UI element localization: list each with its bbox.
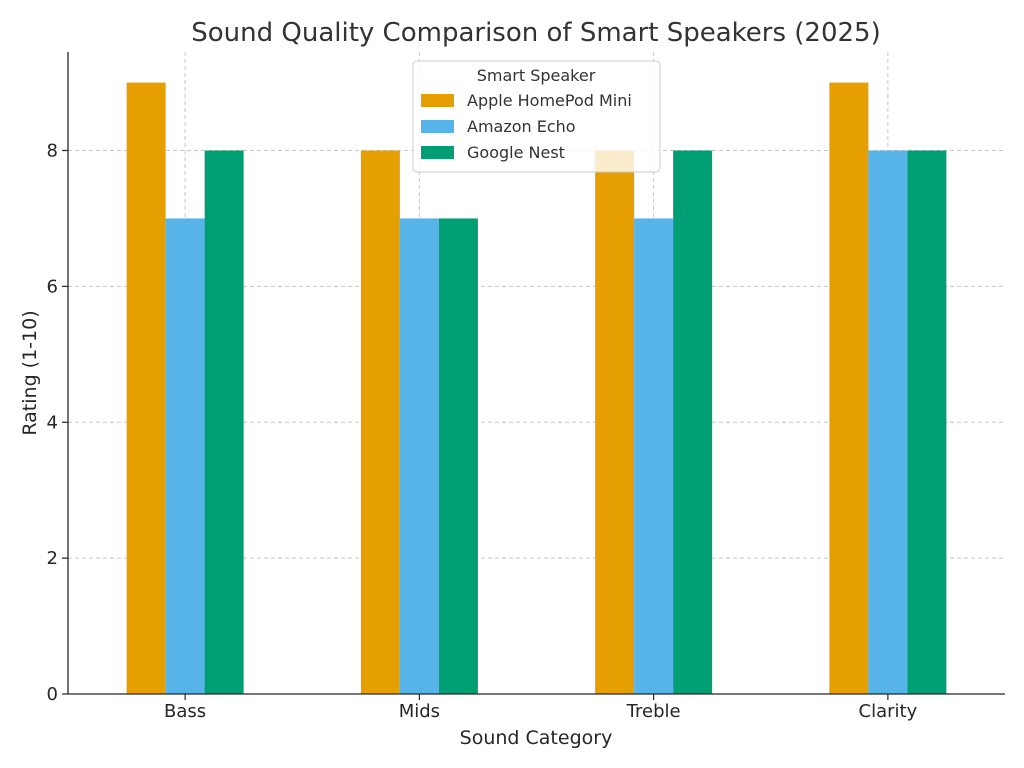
legend-label: Apple HomePod Mini [467, 91, 632, 110]
x-tick-label: Clarity [859, 701, 918, 722]
bar-apple-homepod-mini-mids [360, 150, 400, 694]
bar-google-nest-treble [673, 150, 713, 694]
x-tick-label: Treble [626, 701, 681, 722]
legend: Smart Speaker Apple HomePod Mini Amazon E… [412, 60, 661, 173]
bar-apple-homepod-mini-treble [595, 150, 635, 694]
legend-swatch [421, 94, 454, 107]
bar-apple-homepod-mini-clarity [829, 82, 869, 695]
bars-layer [126, 82, 947, 695]
bar-amazon-echo-treble [634, 218, 674, 694]
legend-items: Apple HomePod Mini Amazon Echo Google Nest [421, 91, 632, 162]
bar-google-nest-bass [204, 150, 244, 694]
y-tick-label: 6 [47, 276, 58, 297]
bar-apple-homepod-mini-bass [126, 82, 166, 695]
bar-google-nest-clarity [907, 150, 947, 694]
bar-amazon-echo-mids [399, 218, 439, 694]
legend-swatch [421, 120, 454, 133]
bar-amazon-echo-bass [165, 218, 205, 694]
ticks-layer: 0 2 4 6 8 Bass Mids Treble Clarity [47, 141, 918, 722]
bar-google-nest-mids [438, 218, 478, 694]
legend-label: Google Nest [467, 143, 565, 162]
legend-swatch [421, 146, 454, 159]
bar-amazon-echo-clarity [868, 150, 908, 694]
x-tick-label: Bass [164, 701, 206, 722]
legend-label: Amazon Echo [467, 117, 576, 136]
x-axis-label: Sound Category [460, 727, 613, 749]
legend-box [412, 60, 661, 173]
y-tick-label: 2 [47, 548, 58, 569]
legend-title: Smart Speaker [477, 66, 596, 85]
y-tick-label: 0 [47, 684, 58, 705]
chart-title: Sound Quality Comparison of Smart Speake… [191, 18, 881, 48]
y-axis-label: Rating (1-10) [19, 310, 41, 435]
y-tick-label: 4 [47, 412, 58, 433]
x-tick-label: Mids [399, 701, 440, 722]
y-tick-label: 8 [47, 141, 58, 162]
